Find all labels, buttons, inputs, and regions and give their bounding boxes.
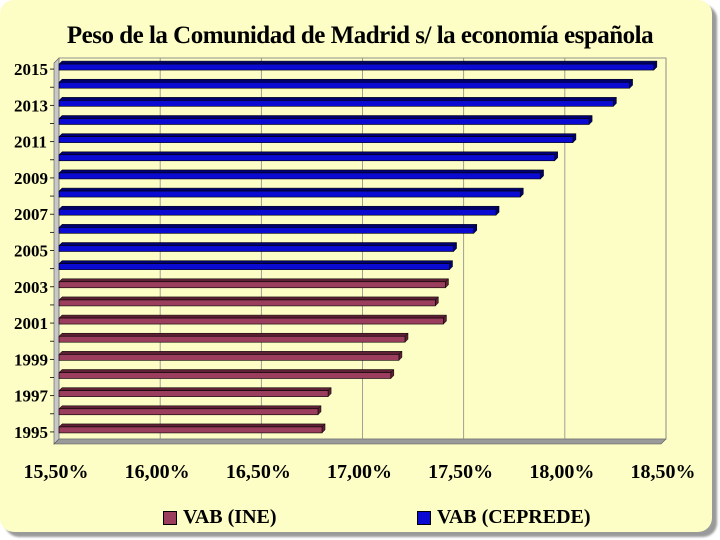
bar-2008 bbox=[58, 190, 521, 198]
y-tick-label: 2003 bbox=[14, 278, 48, 297]
bar-top-face bbox=[58, 369, 395, 373]
bar-2007 bbox=[58, 208, 497, 216]
legend-label-ine: VAB (INE) bbox=[183, 506, 277, 528]
legend-item-ceprede: VAB (CEPREDE) bbox=[417, 506, 591, 529]
bar-top-face bbox=[58, 242, 458, 246]
bar-2015 bbox=[58, 63, 655, 71]
bar-2006 bbox=[58, 227, 475, 234]
bar-2010 bbox=[58, 154, 556, 162]
bar-1999 bbox=[58, 354, 400, 361]
bar-top-face bbox=[58, 260, 454, 264]
y-tick-label: 1997 bbox=[14, 387, 49, 406]
y-tick-label: 1995 bbox=[14, 423, 48, 442]
bar-top-face bbox=[58, 187, 524, 192]
bar-2014 bbox=[58, 81, 630, 89]
bar-top-face bbox=[58, 169, 545, 174]
bar-top-face bbox=[58, 278, 450, 283]
bar-1996 bbox=[58, 408, 319, 416]
legend-label-ceprede: VAB (CEPREDE) bbox=[437, 506, 591, 528]
x-tick-label: 16,50% bbox=[226, 461, 291, 483]
bar-top-face bbox=[58, 115, 593, 119]
x-tick-label: 17,00% bbox=[327, 461, 392, 483]
plot-floor bbox=[53, 438, 667, 445]
bar-top-face bbox=[58, 133, 577, 137]
bar-top-face bbox=[58, 387, 332, 391]
legend-swatch-ine bbox=[163, 510, 177, 525]
y-tick-label: 2013 bbox=[14, 96, 48, 115]
bar-top-face bbox=[58, 205, 500, 210]
bar-2009 bbox=[58, 172, 541, 180]
bar-top-face bbox=[58, 78, 634, 83]
bar-top-face bbox=[58, 60, 658, 65]
bar-2011 bbox=[58, 136, 574, 143]
y-tick-label: 1999 bbox=[14, 350, 48, 369]
x-tick-label: 18,50% bbox=[631, 461, 696, 483]
bar-1995 bbox=[58, 426, 323, 434]
bar-top-face bbox=[58, 97, 617, 101]
bar-top-face bbox=[58, 224, 478, 228]
y-tick-label: 2005 bbox=[14, 242, 48, 261]
bar-top-face bbox=[58, 332, 409, 337]
bar-2001 bbox=[58, 317, 444, 325]
bar-2004 bbox=[58, 263, 450, 270]
bar-top-face bbox=[58, 296, 439, 301]
bar-chart: 15,50% 16,00% 16,50% 17,00% 17,50% 18,00% 18,5… bbox=[14, 57, 696, 483]
chart-legend: VAB (INE) VAB (CEPREDE) bbox=[0, 506, 720, 532]
legend-swatch-ceprede bbox=[417, 510, 431, 525]
bar-2013 bbox=[58, 100, 614, 107]
bar-2012 bbox=[58, 118, 590, 125]
y-tick-label: 2001 bbox=[14, 314, 48, 333]
bar-top-face bbox=[58, 405, 322, 410]
x-tick-label: 16,00% bbox=[125, 461, 190, 483]
x-tick-label: 17,50% bbox=[428, 461, 493, 483]
bar-top-face bbox=[58, 151, 559, 156]
bar-2000 bbox=[58, 335, 406, 343]
bar-2003 bbox=[58, 281, 446, 289]
bar-2005 bbox=[58, 245, 454, 252]
y-tick-label: 2011 bbox=[14, 133, 47, 152]
bar-2002 bbox=[58, 299, 436, 307]
bar-1997 bbox=[58, 390, 329, 397]
y-tick-label: 2009 bbox=[14, 169, 48, 188]
bar-top-face bbox=[58, 423, 326, 428]
y-tick-label: 2007 bbox=[14, 205, 49, 224]
x-tick-label: 15,50% bbox=[24, 461, 89, 483]
bar-top-face bbox=[58, 351, 403, 355]
legend-item-ine: VAB (INE) bbox=[163, 506, 277, 529]
bar-1998 bbox=[58, 372, 392, 379]
chart-title: Peso de la Comunidad de Madrid s/ la eco… bbox=[66, 22, 654, 49]
y-tick-label: 2015 bbox=[14, 60, 48, 79]
bar-top-face bbox=[58, 314, 448, 319]
x-tick-label: 18,00% bbox=[529, 461, 594, 483]
plot-side-wall bbox=[53, 57, 60, 445]
